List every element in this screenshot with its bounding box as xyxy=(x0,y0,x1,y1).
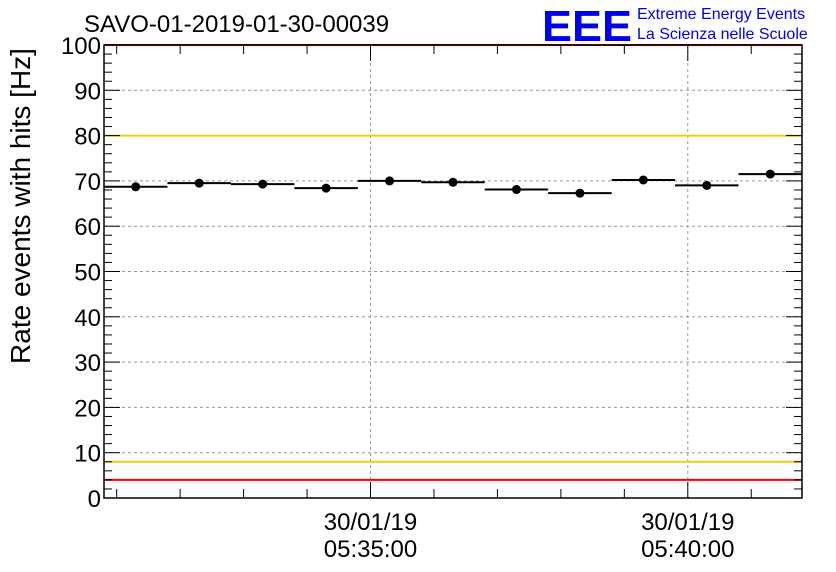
y-tick-label: 50 xyxy=(74,260,101,287)
chart-title: SAVO-01-2019-01-30-00039 xyxy=(84,11,389,38)
data-point xyxy=(575,188,585,198)
y-axis-label: Rate events with hits [Hz] xyxy=(5,48,36,364)
y-tick-label: 90 xyxy=(74,78,101,105)
x-tick-time-label: 05:35:00 xyxy=(324,536,417,563)
y-tick-label: 60 xyxy=(74,214,101,241)
data-point xyxy=(258,179,268,189)
logo-line-2: La Scienza nelle Scuole xyxy=(637,26,808,43)
data-point xyxy=(638,175,648,185)
y-tick-label: 80 xyxy=(74,124,101,151)
eee-logo: EEE Extreme Energy Events La Scienza nel… xyxy=(542,2,808,51)
axes xyxy=(103,44,803,499)
y-tick-label: 10 xyxy=(74,441,101,468)
y-tick-label: 40 xyxy=(74,305,101,332)
data-point xyxy=(511,185,521,195)
y-tick-label: 20 xyxy=(74,395,101,422)
y-tick-label: 0 xyxy=(88,486,101,513)
reference-lines xyxy=(104,44,802,481)
data-point xyxy=(194,178,204,188)
data-point xyxy=(765,169,775,179)
y-tick-label: 30 xyxy=(74,350,101,377)
grid-layer xyxy=(104,45,802,498)
y-tick-labels: 0 10 20 30 40 50 60 70 80 90 100 xyxy=(61,33,101,513)
data-point xyxy=(702,180,712,190)
x-tick-time-label: 05:40:00 xyxy=(641,536,734,563)
logo-mark: EEE xyxy=(542,2,632,51)
logo-line-1: Extreme Energy Events xyxy=(637,6,805,23)
y-tick-label: 70 xyxy=(74,169,101,196)
x-tick-date-label: 30/01/19 xyxy=(641,509,734,536)
data-point xyxy=(385,176,395,186)
x-tick-date-label: 30/01/19 xyxy=(324,509,417,536)
data-point xyxy=(321,183,331,193)
data-series xyxy=(104,169,802,198)
y-tick-label: 100 xyxy=(61,33,101,60)
data-point xyxy=(131,182,141,192)
data-point xyxy=(448,177,458,187)
